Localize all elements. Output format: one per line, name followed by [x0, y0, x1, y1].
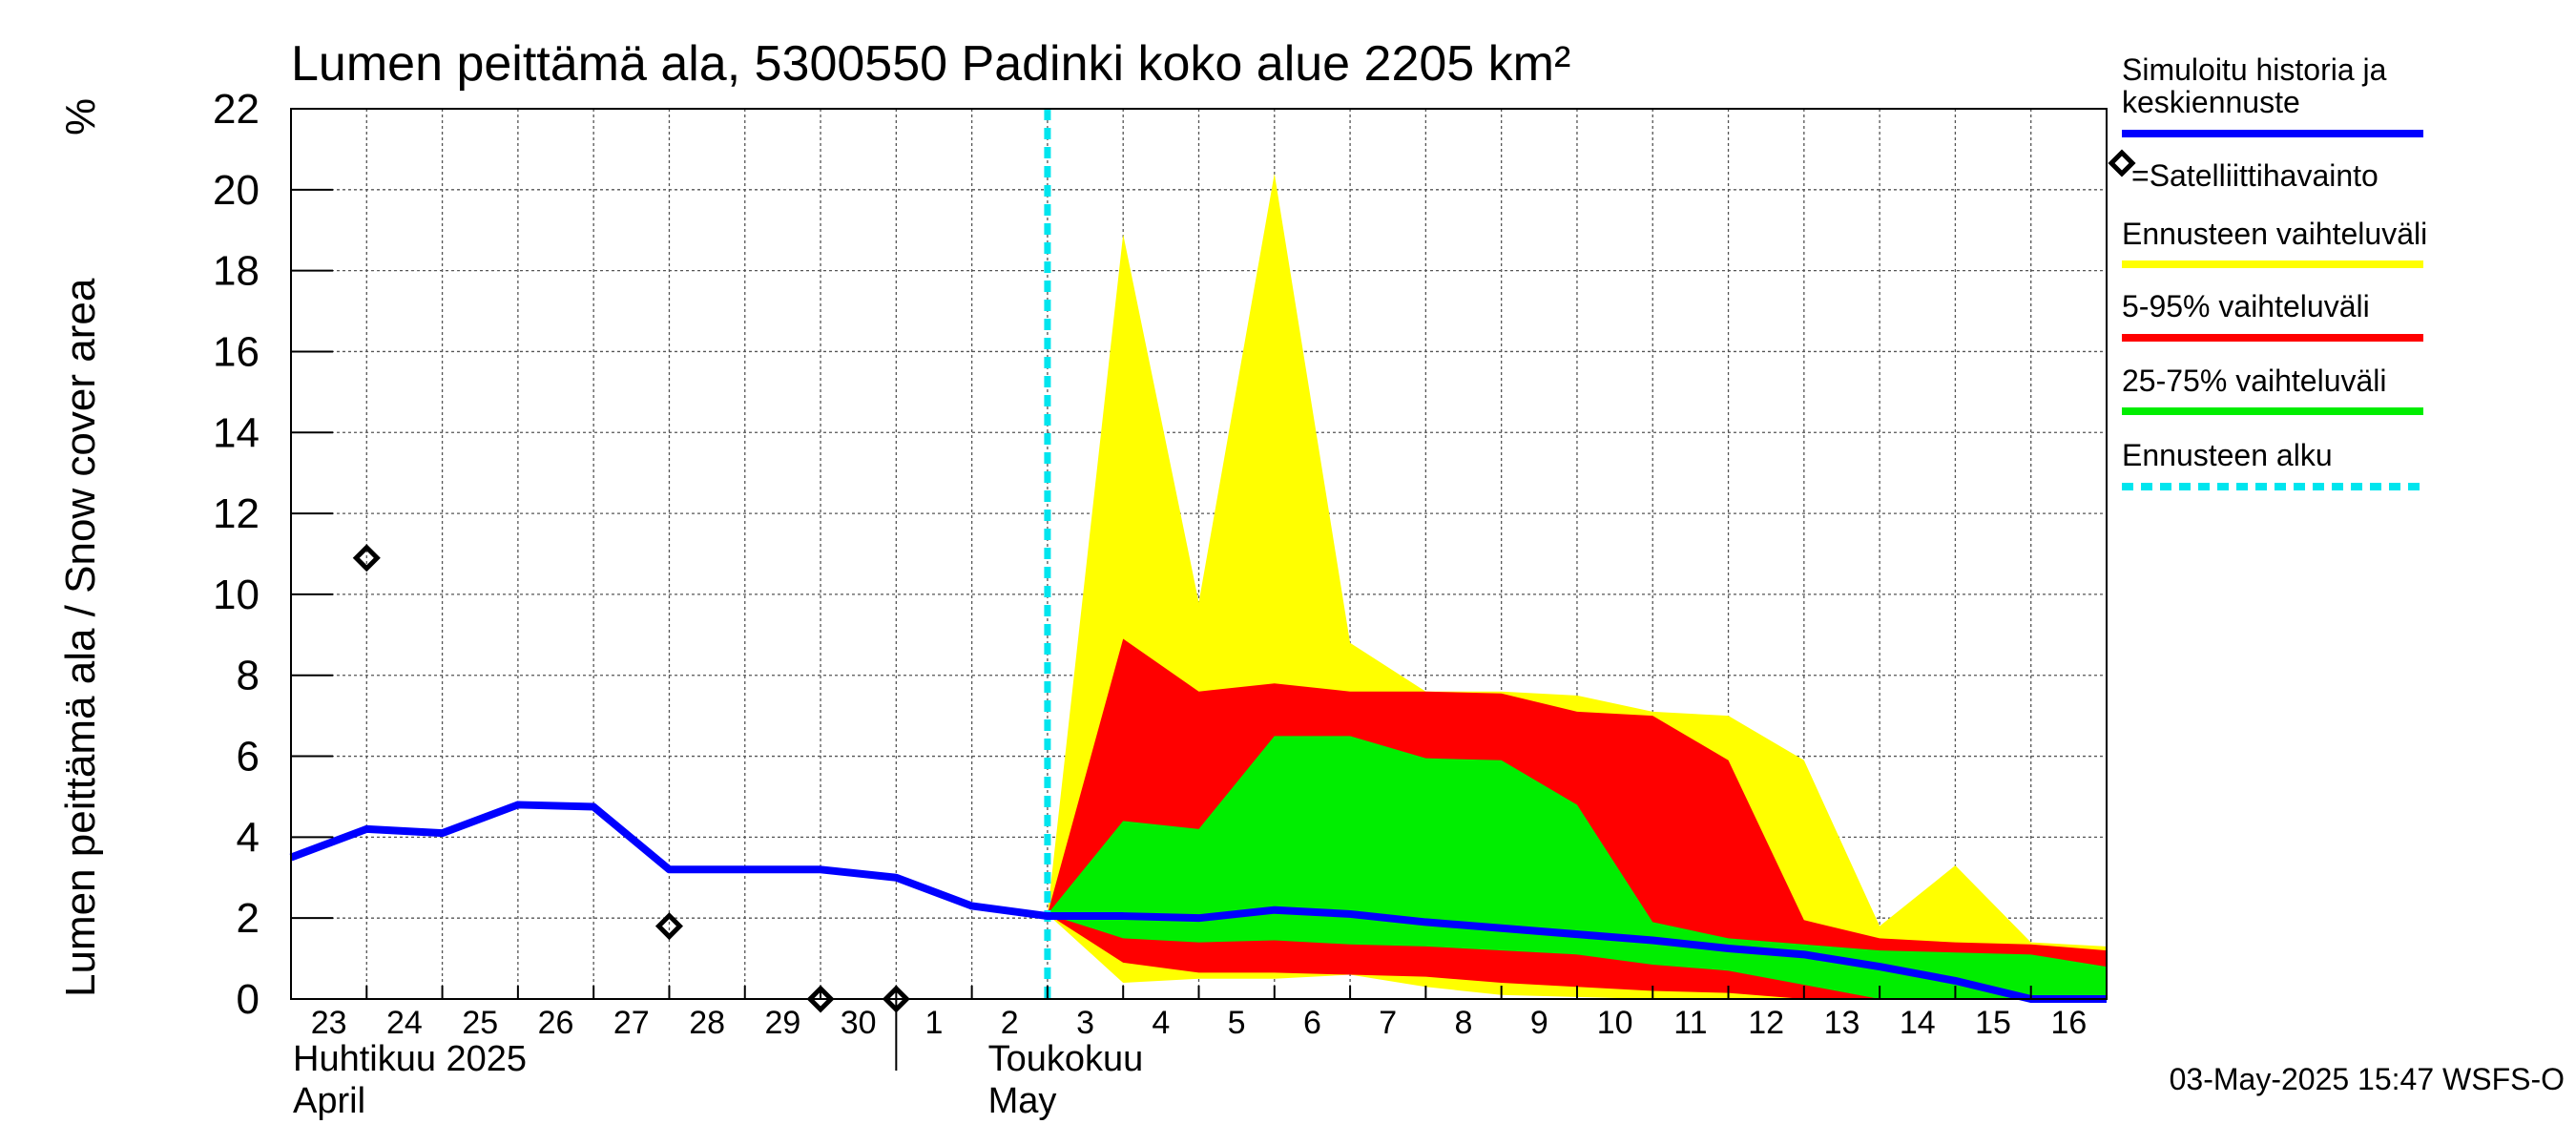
- x-tick-label: 15: [1975, 1005, 2011, 1041]
- legend-label: keskiennuste: [2122, 85, 2300, 119]
- x-tick-label: 25: [462, 1005, 498, 1041]
- x-tick-label: 13: [1824, 1005, 1860, 1041]
- y-axis-unit: %: [57, 98, 104, 135]
- y-tick-label: 0: [237, 976, 260, 1023]
- x-tick-label: 14: [1900, 1005, 1936, 1041]
- y-tick-label: 20: [213, 167, 260, 214]
- x-tick-label: 9: [1530, 1005, 1548, 1041]
- range-25-75-band: [1047, 736, 2107, 999]
- x-tick-label: 24: [386, 1005, 423, 1041]
- month-label-english: May: [988, 1081, 1057, 1121]
- chart-title: Lumen peittämä ala, 5300550 Padinki koko…: [291, 36, 1570, 92]
- y-tick-label: 6: [237, 734, 260, 781]
- y-tick-label: 10: [213, 572, 260, 618]
- y-tick-label: 12: [213, 490, 260, 537]
- x-tick-label: 7: [1379, 1005, 1397, 1041]
- y-tick-label: 16: [213, 328, 260, 375]
- x-tick-label: 4: [1152, 1005, 1170, 1041]
- satellite-observation-marker: [654, 912, 683, 941]
- y-tick-label: 8: [237, 653, 260, 699]
- x-tick-label: 12: [1748, 1005, 1784, 1041]
- legend-swatch-diamond: [2108, 149, 2136, 177]
- month-label: Huhtikuu 2025: [293, 1039, 527, 1079]
- x-tick-label: 27: [613, 1005, 650, 1041]
- legend-label: Ennusteen alku: [2122, 438, 2333, 472]
- x-tick-label: 10: [1597, 1005, 1633, 1041]
- y-axis-label: Lumen peittämä ala / Snow cover area: [57, 278, 104, 997]
- legend-label: 5-95% vaihteluväli: [2122, 289, 2370, 323]
- x-tick-label: 8: [1455, 1005, 1473, 1041]
- y-tick-label: 18: [213, 248, 260, 295]
- y-tick-label: 2: [237, 895, 260, 942]
- satellite-observation-marker: [352, 544, 381, 572]
- x-tick-label: 16: [2050, 1005, 2087, 1041]
- y-tick-label: 14: [213, 409, 260, 456]
- x-tick-label: 5: [1228, 1005, 1246, 1041]
- x-tick-label: 1: [925, 1005, 944, 1041]
- timestamp: 03-May-2025 15:47 WSFS-O: [2170, 1062, 2565, 1096]
- y-tick-label: 4: [237, 814, 260, 861]
- x-tick-label: 11: [1673, 1005, 1707, 1041]
- legend-label: 25-75% vaihteluväli: [2122, 364, 2387, 398]
- satellite-observation-marker: [806, 985, 835, 1013]
- y-tick-label: 22: [213, 86, 260, 133]
- x-tick-label: 30: [841, 1005, 877, 1041]
- x-tick-label: 3: [1076, 1005, 1094, 1041]
- legend-label: =Satelliittihavainto: [2131, 158, 2379, 193]
- month-label: Toukokuu: [988, 1039, 1144, 1079]
- x-tick-label: 2: [1001, 1005, 1019, 1041]
- simulated-history-line: [289, 801, 2107, 1003]
- legend-label: Simuloitu historia ja: [2122, 52, 2387, 87]
- month-label-english: April: [293, 1081, 365, 1121]
- x-tick-label: 28: [689, 1005, 725, 1041]
- x-tick-label: 26: [538, 1005, 574, 1041]
- x-tick-label: 29: [764, 1005, 800, 1041]
- legend-label: Ennusteen vaihteluväli: [2122, 217, 2427, 251]
- x-tick-label: 6: [1303, 1005, 1321, 1041]
- x-tick-label: 23: [311, 1005, 347, 1041]
